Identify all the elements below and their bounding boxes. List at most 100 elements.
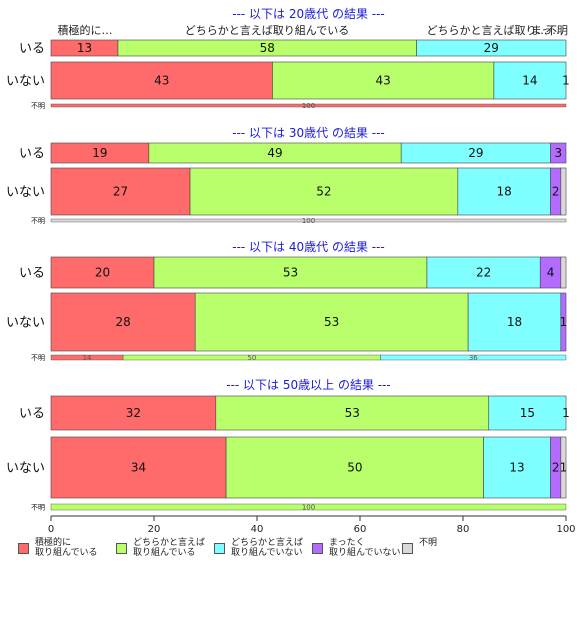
bar-segment-2-1-1 [194,292,469,352]
bar-value-label-3-1-0: 34 [131,461,146,475]
panel-title-2: --- 以下は 40歳代 の結果 --- [232,240,385,254]
bar-value-label-2-1-3: 1 [560,315,568,329]
row-label-0-2: 不明 [31,102,45,110]
panel-title-3: --- 以下は 50歳以上 の結果 --- [226,378,391,392]
row-label-2-1: いない [6,316,45,331]
row-label-3-1: いない [6,461,45,476]
bar-segment-2-1-0 [50,292,196,352]
bar-value-label-1-1-0: 27 [113,185,128,199]
bar-value-label-0-2-0: 100 [302,102,315,110]
bar-segment-3-0-1 [215,395,490,431]
bar-value-label-0-1-0: 43 [154,74,169,88]
bar-segment-0-2-0 [50,103,567,108]
legend-swatch-1 [116,543,127,554]
bar-value-label-2-0-1: 53 [283,266,298,280]
top-category-label-0: 積極的に… [58,23,113,37]
bar-segment-3-0-0 [50,395,217,431]
bar-value-label-0-1-1: 43 [376,74,391,88]
bar-segment-2-2-2 [380,354,567,361]
bar-value-label-0-1-2: 14 [522,74,537,88]
legend-label-1: どちらかと言えば 取り組んでいる [133,538,206,558]
legend-swatch-2 [214,543,225,554]
x-tick-label-2: 40 [251,524,264,535]
stacked-bar-chart: 積極的に… どちらかと言えば取り組んでいる どちらかと言えば取り…まっ…不明--- … [6,7,576,535]
bar-segment-1-1-2 [457,167,551,216]
bar-value-label-3-1-1: 50 [347,461,362,475]
legend-item-3: まったく 取り組んでいない [312,538,401,558]
bar-segment-3-1-1 [225,436,484,499]
panel-title-0: --- 以下は 20歳代 の結果 --- [232,7,385,21]
bar-value-label-2-1-1: 53 [324,315,339,329]
row-label-1-1: いない [6,185,45,200]
legend-item-4: 不明 [402,538,437,554]
row-label-2-2: 不明 [31,354,45,362]
bar-value-label-1-2-4: 100 [302,217,315,225]
bar-value-label-0-0-1: 58 [260,41,275,55]
row-label-0-1: いない [6,74,45,89]
bar-value-label-3-0-2: 15 [520,406,535,420]
bar-segment-0-0-2 [416,39,567,57]
legend-label-3: まったく 取り組んでいない [329,538,401,558]
bar-segment-3-1-4 [560,436,567,499]
bar-value-label-2-1-0: 28 [115,315,130,329]
bar-segment-3-0-2 [488,395,567,431]
bar-value-label-1-1-2: 18 [497,185,512,199]
bar-value-label-3-2-1: 100 [302,503,315,511]
bar-value-label-0-0-0: 13 [77,41,92,55]
bar-segment-2-0-4 [560,256,567,289]
top-category-label-4: 不明 [546,24,568,37]
x-tick-label-4: 80 [457,524,470,535]
bar-value-label-2-0-3: 4 [547,266,555,280]
row-label-3-2: 不明 [31,503,45,511]
row-label-1-0: いる [19,147,45,162]
bar-value-label-3-1-2: 13 [509,461,524,475]
bar-segment-1-1-0 [50,167,191,216]
x-tick-label-3: 60 [354,524,367,535]
bar-value-label-2-2-2: 36 [469,354,478,362]
bar-value-label-3-0-0: 32 [126,406,141,420]
row-label-1-2: 不明 [31,217,45,225]
legend-item-2: どちらかと言えば 取り組んでいない [214,538,303,558]
bar-segment-1-0-3 [550,142,567,164]
bar-value-label-1-0-3: 3 [554,146,562,160]
top-category-label-3: まっ… [531,24,564,37]
bar-segment-3-2-1 [50,503,567,511]
legend-item-1: どちらかと言えば 取り組んでいる [116,538,205,558]
top-category-label-1: どちらかと言えば取り組んでいる [185,24,349,37]
row-label-0-0: いる [19,42,45,57]
bar-segment-0-1-0 [50,61,273,100]
bar-segment-3-1-2 [483,436,551,499]
bar-value-label-3-0-1: 53 [345,406,360,420]
legend-swatch-4 [402,543,413,554]
legend-item-0: 積極的に 取り組んでいる [18,538,98,558]
panel-title-1: --- 以下は 30歳代 の結果 --- [232,126,385,140]
bar-segment-2-1-2 [467,292,562,352]
row-label-3-0: いる [19,407,45,422]
legend-label-4: 不明 [419,538,438,548]
bar-segment-2-0-1 [153,256,428,289]
legend-swatch-0 [18,543,29,554]
chart-legend: 積極的に 取り組んでいる どちらかと言えば 取り組んでいる どちらかと言えば 取… [18,538,578,578]
bar-segment-1-1-4 [560,167,567,216]
bar-segment-3-1-0 [50,436,227,499]
bar-value-label-2-0-0: 20 [95,266,110,280]
bar-segment-1-2-4 [50,218,567,223]
bar-value-label-2-2-1: 50 [247,354,256,362]
bar-value-label-3-0-3: 1 [562,406,570,420]
top-category-label-2: どちらかと言えば取り… [427,24,548,37]
bar-segment-0-1-2 [493,61,567,100]
bar-value-label-1-0-2: 29 [468,146,483,160]
bar-segment-0-1-1 [272,61,495,100]
bar-segment-2-0-2 [426,256,541,289]
bar-value-label-1-0-1: 49 [267,146,282,160]
bar-segment-2-0-0 [50,256,155,289]
bar-value-label-1-0-0: 19 [92,146,107,160]
x-tick-label-1: 20 [148,524,161,535]
x-tick-label-5: 100 [556,524,575,535]
bar-value-label-0-0-2: 29 [484,41,499,55]
legend-label-2: どちらかと言えば 取り組んでいない [231,538,304,558]
bar-value-label-1-1-3: 2 [552,185,560,199]
legend-label-0: 積極的に 取り組んでいる [35,538,98,558]
bar-value-label-0-1-3: 1 [562,74,570,88]
bar-value-label-2-1-2: 18 [507,315,522,329]
